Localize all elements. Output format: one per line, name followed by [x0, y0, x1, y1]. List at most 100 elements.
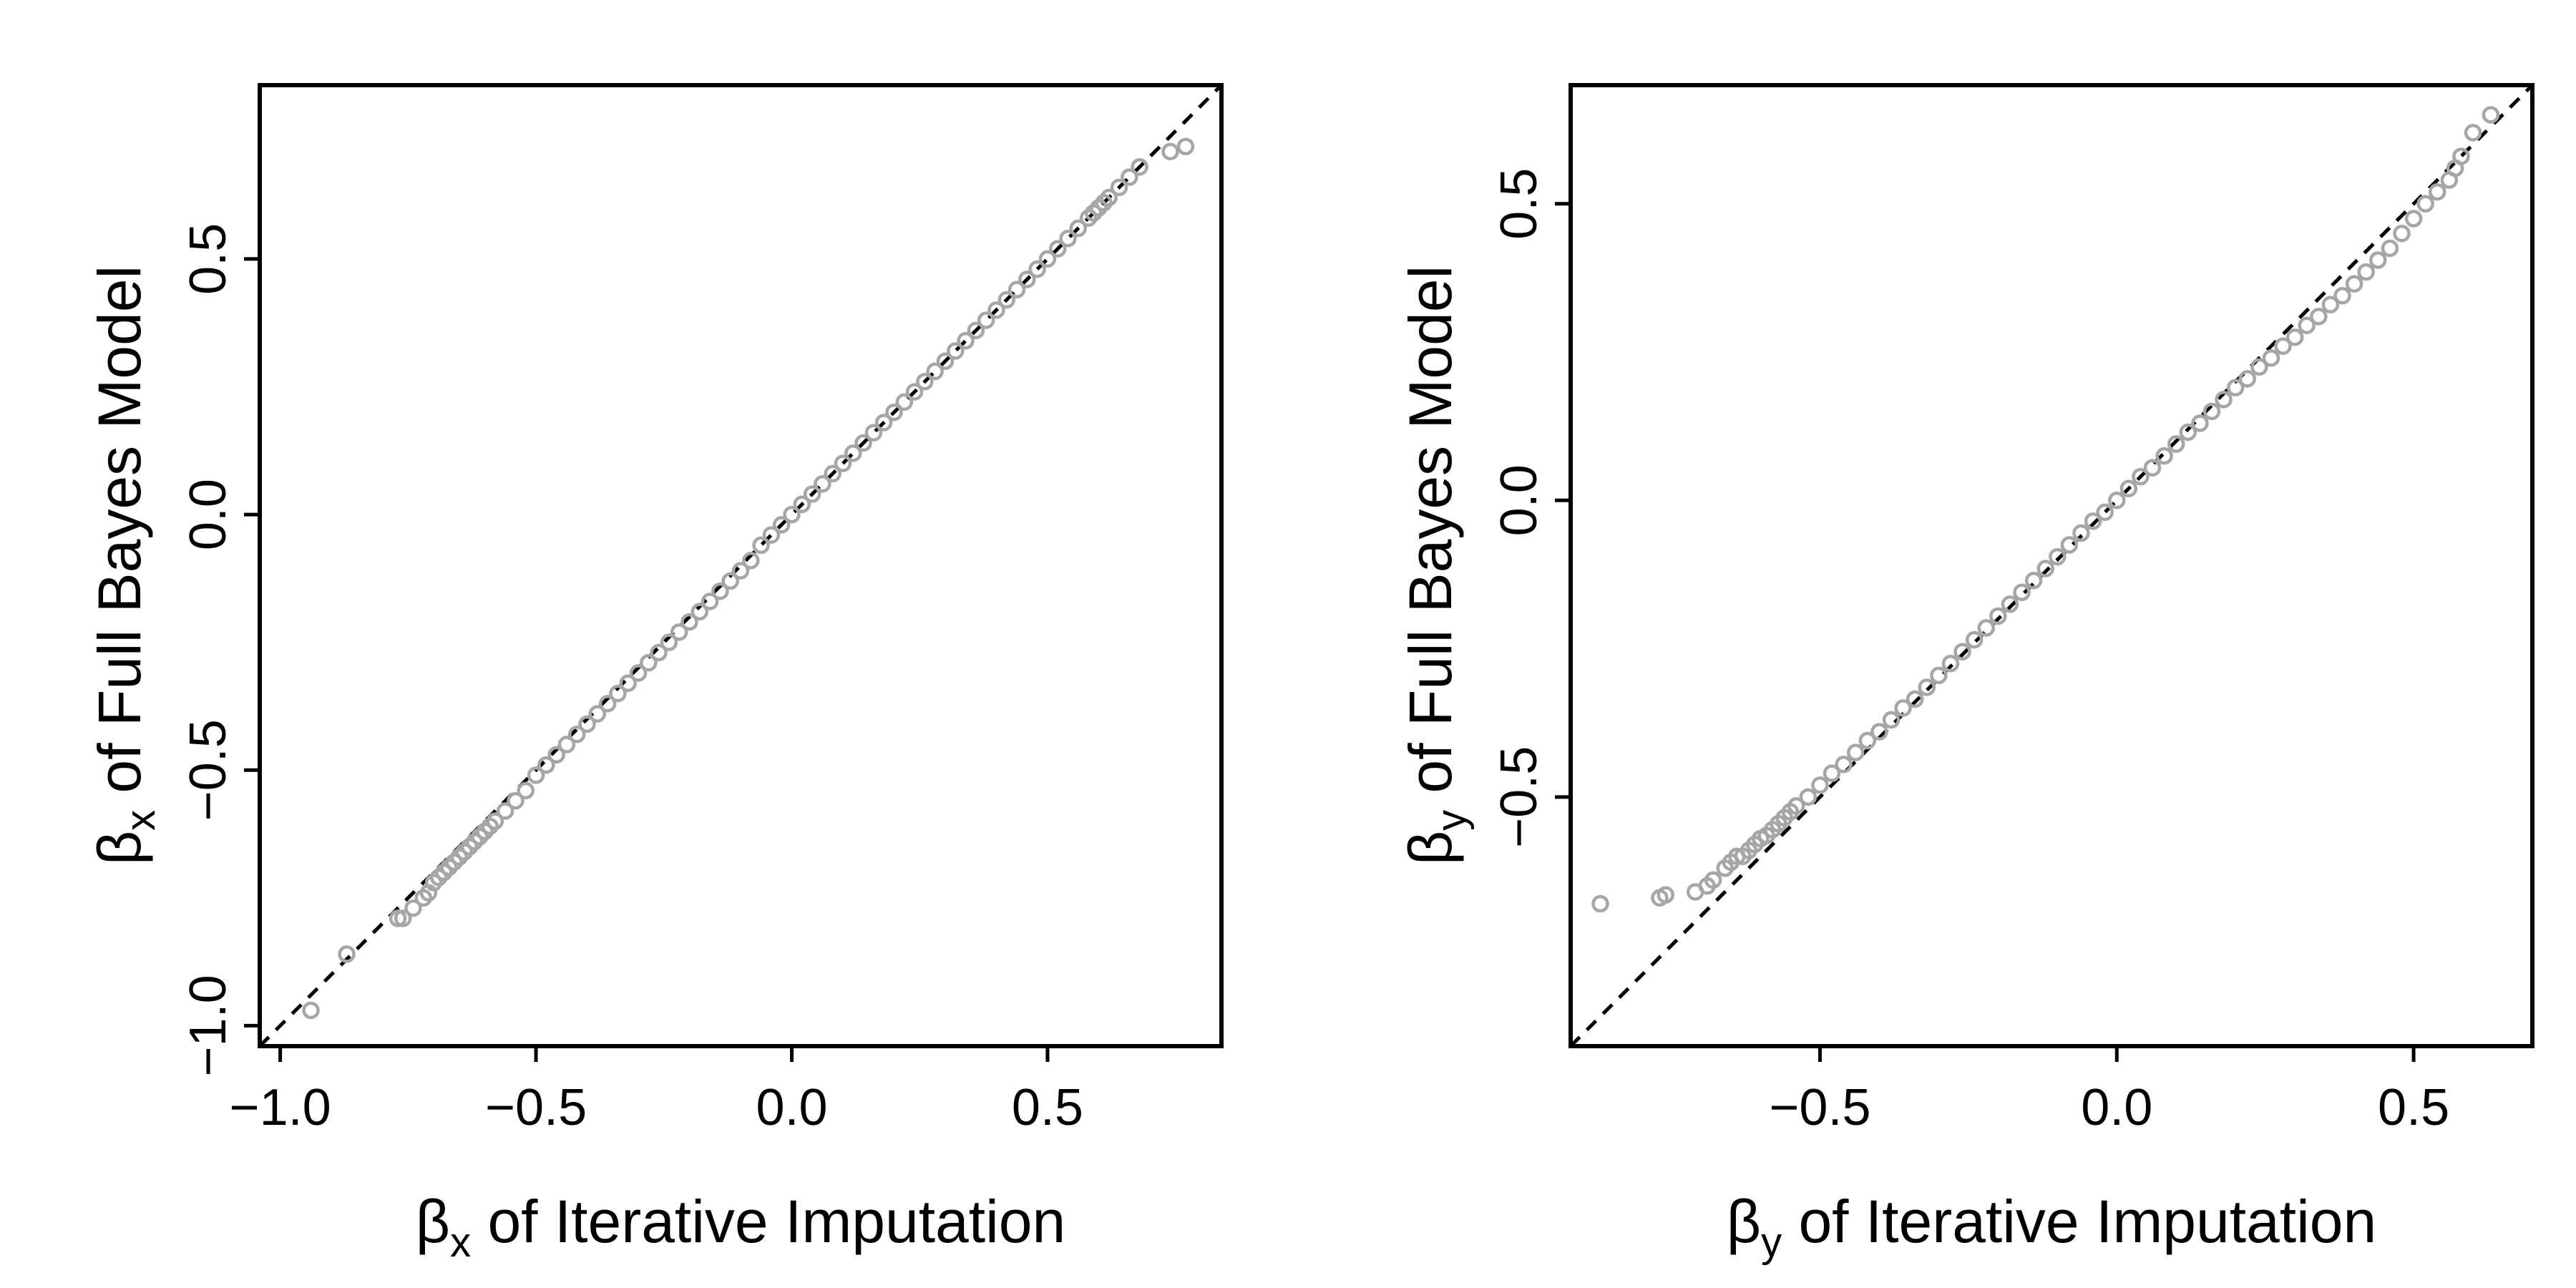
- data-point: [2274, 337, 2292, 356]
- data-point: [895, 393, 914, 411]
- data-point: [2310, 308, 2328, 326]
- data-point: [1799, 788, 1818, 806]
- data-point: [1131, 158, 1148, 176]
- data-point: [445, 853, 463, 872]
- y-tick-label: 0.5: [180, 223, 237, 295]
- data-point: [762, 526, 781, 544]
- y-tick-label: −0.5: [1491, 746, 1548, 848]
- data-point: [2416, 195, 2434, 213]
- y-tick-label: 0.0: [1491, 464, 1548, 536]
- data-point: [957, 331, 975, 350]
- y-axis-ticks-x: −1.0 −0.5 0.0 0.5: [180, 223, 260, 1076]
- data-point: [2215, 391, 2233, 409]
- data-point: [496, 802, 514, 820]
- data-point: [476, 822, 494, 841]
- x-axis-title-y: βy of Iterative Imputation: [1727, 1188, 2376, 1266]
- x-axis-title-x: βx of Iterative Imputation: [416, 1188, 1065, 1266]
- data-point: [1977, 619, 1995, 637]
- data-point: [721, 572, 739, 590]
- data-point: [1085, 204, 1103, 222]
- data-point: [670, 623, 688, 641]
- data-point: [619, 674, 637, 693]
- x-axis-ticks-x: −1.0 −0.5 0.0 0.5: [230, 1046, 1083, 1136]
- data-point: [1008, 280, 1026, 298]
- plot-frame-x: [258, 83, 1224, 1048]
- data-point: [2285, 328, 2304, 346]
- data-point: [701, 592, 719, 610]
- data-point: [460, 838, 479, 856]
- data-point: [987, 301, 1005, 319]
- data-point: [997, 291, 1015, 309]
- data-point: [803, 485, 821, 503]
- data-point: [640, 653, 658, 672]
- data-point: [1953, 643, 1971, 660]
- data-point: [2024, 571, 2043, 590]
- data-point: [414, 889, 433, 907]
- data-point: [1882, 711, 1901, 729]
- data-point: [1858, 731, 1877, 750]
- data-point: [844, 444, 862, 462]
- data-point: [2191, 414, 2209, 432]
- data-point: [2049, 547, 2067, 566]
- data-point: [455, 843, 474, 861]
- data-point: [1100, 188, 1118, 207]
- data-point: [2482, 106, 2500, 124]
- data-point: [1161, 142, 1179, 161]
- data-point: [2072, 524, 2090, 542]
- data-point: [481, 817, 499, 836]
- data-point: [547, 746, 565, 764]
- y-tick-label: 0.5: [1491, 168, 1548, 240]
- data-point: [2143, 459, 2162, 477]
- x-tick-label: −1.0: [230, 1079, 331, 1136]
- scatter-panel-x: −1.0 −0.5 0.0 0.5 −1.0 −0.5 0.0 0.5 βx of Iter…: [86, 83, 1224, 1266]
- y-tick-label: −1.0: [180, 975, 237, 1076]
- data-point: [2333, 287, 2351, 305]
- data-point: [440, 858, 458, 877]
- data-point: [2357, 263, 2375, 281]
- data-point: [2393, 225, 2411, 243]
- data-point: [2060, 536, 2079, 554]
- data-point: [1918, 678, 1936, 696]
- data-point: [2013, 583, 2031, 602]
- data-point: [967, 321, 985, 340]
- data-point: [2119, 479, 2138, 497]
- data-point: [2132, 467, 2150, 486]
- data-point: [1704, 871, 1722, 889]
- data-point: [1894, 699, 1912, 717]
- data-point: [389, 909, 407, 927]
- data-point: [660, 633, 678, 651]
- data-point: [2096, 503, 2114, 522]
- data-point: [814, 474, 831, 493]
- data-point: [2429, 182, 2446, 201]
- data-point: [1657, 886, 1674, 904]
- y-tick-label: −0.5: [180, 719, 237, 821]
- data-point: [834, 454, 852, 472]
- data-point: [1811, 776, 1829, 794]
- data-point: [742, 552, 760, 570]
- y-axis-ticks-y: −0.5 0.0 0.5: [1491, 168, 1571, 848]
- data-point: [302, 1001, 320, 1020]
- data-point: [1930, 666, 1948, 685]
- data-point: [2084, 512, 2102, 530]
- data-point: [2167, 435, 2185, 453]
- y-axis-title-y: βy of Full Bayes Model: [1397, 265, 1475, 865]
- data-point: [947, 342, 965, 360]
- data-point: [2298, 316, 2316, 334]
- data-point: [629, 664, 648, 682]
- x-tick-label: −0.5: [485, 1079, 587, 1136]
- data-point: [517, 781, 535, 800]
- data-point: [429, 869, 448, 887]
- y-tick-label: 0.0: [180, 479, 237, 550]
- data-point: [1941, 655, 1960, 673]
- data-point: [1048, 240, 1067, 258]
- data-point: [394, 909, 412, 927]
- data-point: [864, 424, 883, 442]
- data-point: [1090, 199, 1108, 217]
- data-point: [609, 684, 627, 703]
- data-point: [885, 403, 903, 421]
- data-point: [2452, 147, 2470, 165]
- data-point: [1069, 219, 1088, 238]
- data-point: [854, 434, 872, 452]
- data-point: [2262, 349, 2280, 367]
- data-point: [1787, 797, 1805, 815]
